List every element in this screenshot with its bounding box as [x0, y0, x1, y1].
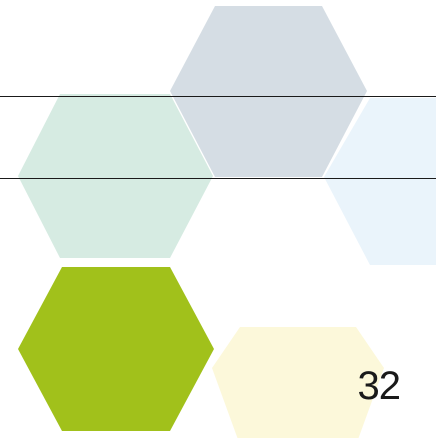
horizontal-rule-bottom — [0, 178, 436, 179]
horizontal-rule-top — [0, 96, 436, 97]
hexagon-gray-blue — [170, 6, 367, 177]
page-number: 32 — [357, 364, 401, 408]
hexagon-cream — [212, 327, 384, 438]
hexagon-pale-blue — [324, 98, 436, 265]
hexagon-mint — [18, 94, 213, 258]
hexagon-lime — [18, 267, 214, 431]
